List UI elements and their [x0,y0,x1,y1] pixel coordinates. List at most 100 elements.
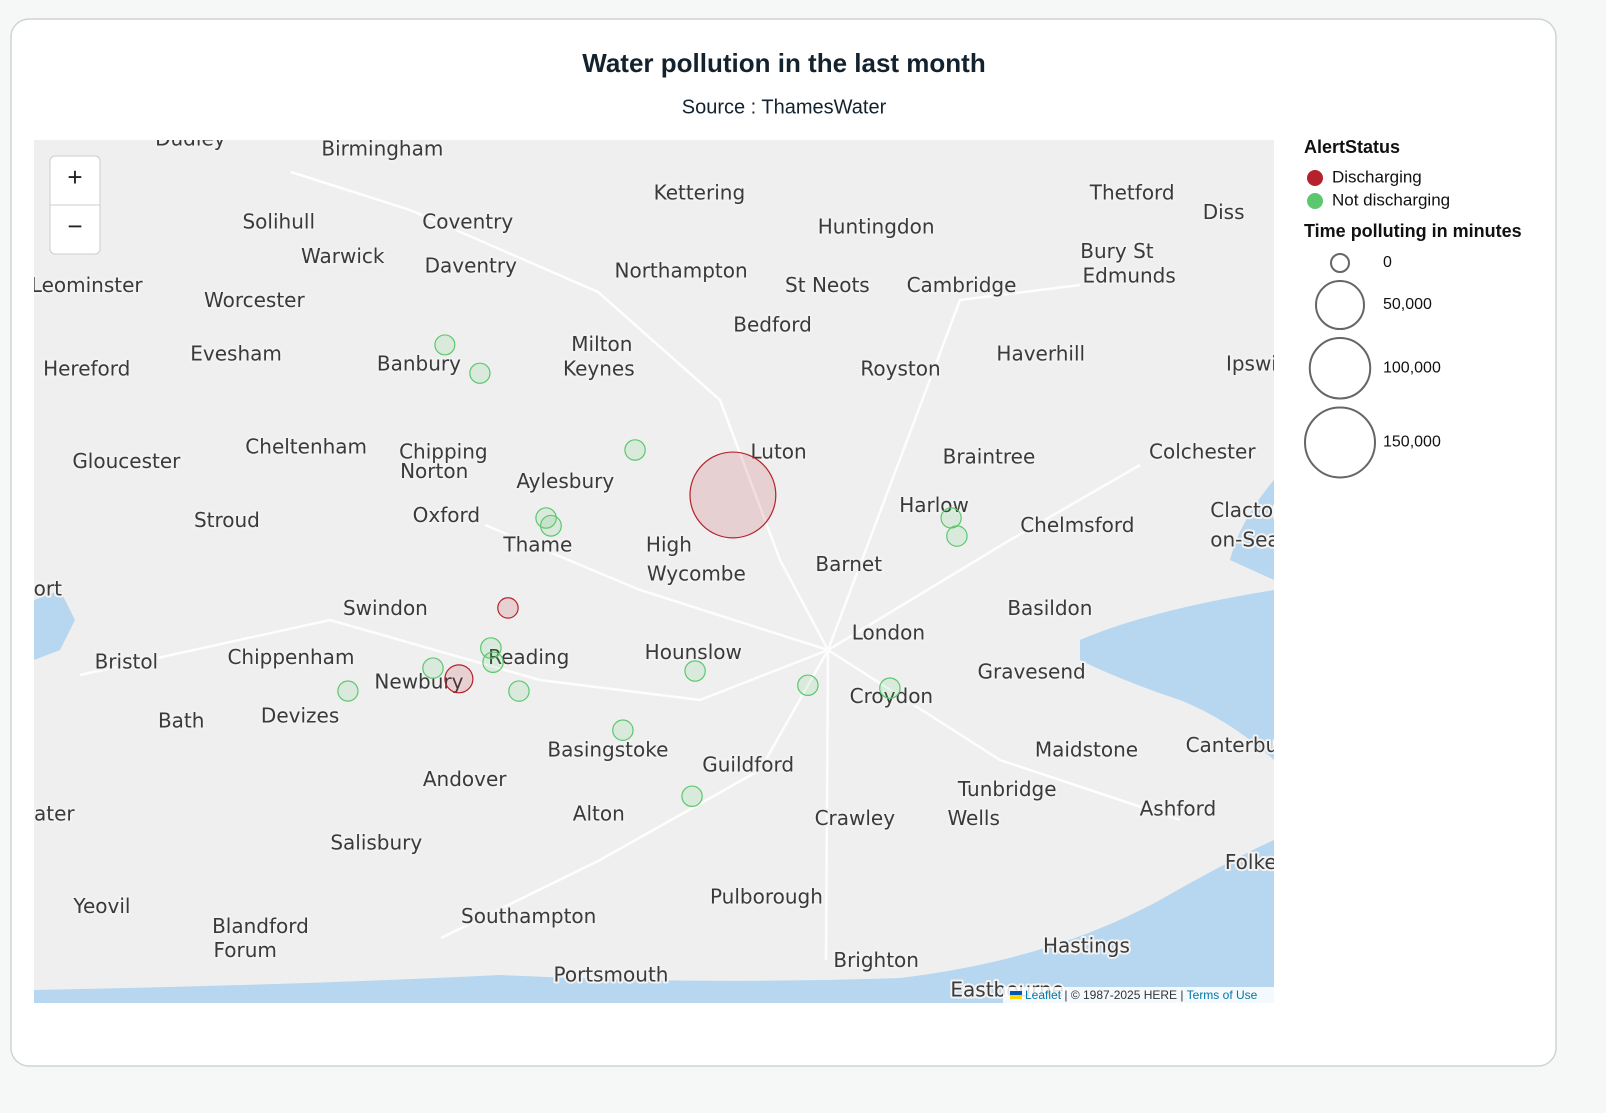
place-label: Coventry [422,210,513,234]
attribution-link[interactable]: Terms of Use [1187,988,1258,1002]
bubble[interactable] [946,525,968,547]
place-label: on-Sea [1210,527,1279,551]
attribution-credit: | © 1987-2025 HERE | [1064,988,1183,1002]
sea [34,590,75,660]
bubble[interactable] [612,719,634,741]
place-label: Basingstoke [547,738,668,762]
place-label: Clacton [1210,498,1286,522]
place-label: Croydon [850,684,933,708]
bubble[interactable] [508,680,530,702]
place-label: Worcester [204,288,305,312]
bubble[interactable] [689,451,777,539]
place-label: Royston [860,356,940,380]
bubble[interactable] [684,660,706,682]
size-legend-circle [1304,406,1376,479]
place-label: Alton [573,801,625,825]
place-label: Canterbury [1186,733,1299,757]
size-legend-circle [1330,253,1350,273]
place-label: Brighton [833,948,919,972]
bubble[interactable] [539,514,562,537]
place-label: Wycombe [647,562,746,586]
bubble[interactable] [797,674,819,696]
bubble[interactable] [422,657,444,679]
place-label: Diss [1203,200,1245,224]
roads [79,170,1181,961]
place-label: Kettering [654,180,746,204]
bubble[interactable] [434,334,456,356]
place-label: Braintree [943,444,1036,468]
place-label: Portsmouth [553,963,668,987]
attribution-link[interactable]: Leaflet [1025,988,1062,1002]
attribution-text: Leaflet | © 1987-2025 HERE | Terms of Us… [1025,988,1258,1002]
map-land [34,140,1274,1003]
flag [1010,991,1022,995]
chart-subtitle: Source : ThamesWater [682,96,887,118]
zoom-out[interactable]: − [67,211,82,241]
bubble[interactable] [879,677,901,699]
place-label: Aylesbury [516,469,614,493]
place-label: Huntingdon [818,214,935,238]
bubble[interactable] [469,362,491,384]
flag [1010,995,1022,999]
place-label: Newport [0,576,62,600]
place-label: Daventry [425,254,518,278]
bubble[interactable] [337,680,359,702]
bubble[interactable] [482,651,504,673]
zoom-control: + − [49,155,101,255]
place-label: Chippenham [227,645,354,669]
chart-title: Water pollution in the last month [582,48,985,78]
legend-title: Time polluting in minutes [1304,221,1522,241]
map[interactable]: Dudley Birmingham Solihull Coventry Ketterin… [0,126,1332,1003]
place-label: Northampton [615,259,748,283]
place-label: Evesham [190,342,282,366]
place-label: Southampton [461,904,596,928]
bubble[interactable] [624,439,646,461]
place-label: Solihull [242,210,315,234]
place-label: Keynes [563,356,635,380]
place-label: Crawley [815,806,896,830]
bubble[interactable] [940,507,962,529]
place-label: Maidstone [1035,738,1138,762]
place-label: Norton [400,459,468,483]
place-label: Dudley [155,126,226,150]
place-label: Newbury [374,669,463,693]
place-label: Yeovil [72,894,130,918]
bubble[interactable] [444,664,474,694]
bubble[interactable] [480,637,502,659]
place-label: Tunbridge [957,777,1057,801]
legend: AlertStatus Time polluting in minutes Di… [1304,137,1522,479]
place-label: Salisbury [330,831,422,855]
place-label: Leominster [31,273,144,297]
place-label: Swindon [343,596,428,620]
place-label: High [646,532,692,556]
sea [34,840,1274,1003]
place-label: Hounslow [645,640,742,664]
sea [1080,590,1274,760]
place-label: Cambridge [907,273,1017,297]
legend-swatch [1307,170,1323,186]
legend-title: AlertStatus [1304,137,1400,157]
place-label: Folkestone [1225,850,1332,874]
place-label: Barnet [815,552,882,576]
place-label: Gloucester [72,449,181,473]
place-label: Edmunds [1083,263,1176,287]
bubble[interactable] [497,597,519,619]
place-label: Bath [158,708,205,732]
place-label: Chipping [399,439,488,463]
place-label: Stroud [194,508,260,532]
bubble[interactable] [681,785,703,807]
attribution: Leaflet | © 1987-2025 HERE | Terms of Us… [1003,987,1274,1003]
place-label: Birmingham [321,136,443,160]
place-label: Bristol [95,650,159,674]
size-legend-circle [1308,337,1372,400]
place-label: Pulborough [710,884,823,908]
place-label: Bury St [1080,239,1154,263]
zoom-in[interactable]: + [67,162,82,192]
place-label: Hastings [1043,933,1130,957]
place-label: Hereford [43,356,130,380]
place-label: Haverhill [996,342,1085,366]
size-legend-label: 100,000 [1383,359,1441,376]
legend-label: Not discharging [1332,190,1450,209]
